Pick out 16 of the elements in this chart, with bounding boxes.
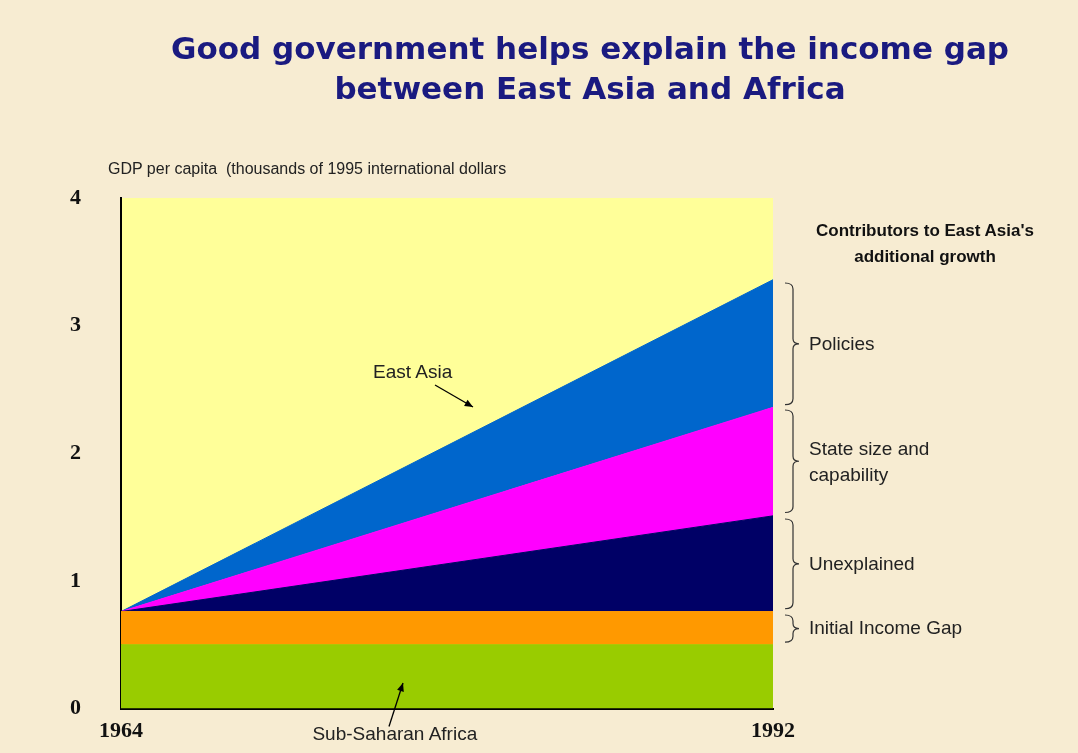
- y-tick-label: 3: [70, 311, 81, 337]
- y-tick-label: 4: [70, 183, 81, 209]
- y-tick-label: 2: [70, 438, 81, 464]
- y-tick-label: 0: [70, 694, 81, 720]
- legend-title: Contributors to East Asia's additional growth: [815, 220, 1035, 268]
- series-label: Policies: [809, 331, 876, 356]
- x-tick-label: 1992: [751, 717, 795, 743]
- series-label: Unexplained: [809, 551, 916, 576]
- y-tick-label: 1: [70, 566, 81, 592]
- series-label: Sub-Saharan Africa: [311, 721, 479, 746]
- annotation: East Asia: [373, 360, 453, 385]
- series-label: State size and capability: [809, 436, 931, 487]
- series-label: Initial Income Gap: [809, 616, 964, 641]
- chart-title: Good government helps explain the income gap between East Asia and Africa: [170, 29, 1010, 108]
- y-axis-title: GDP per capita (thousands of 1995 international dollars: [108, 160, 507, 178]
- x-tick-label: 1964: [99, 717, 143, 743]
